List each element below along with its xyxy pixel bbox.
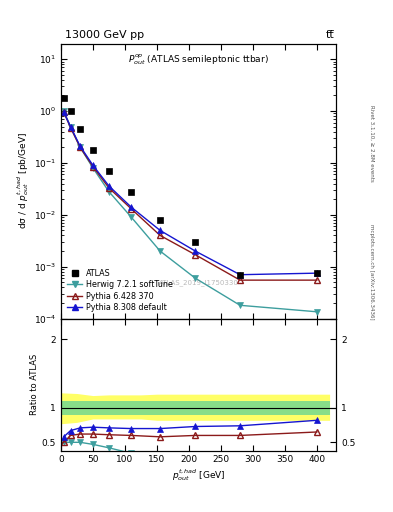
X-axis label: $p_{out}^{t,had}$ [GeV]: $p_{out}^{t,had}$ [GeV]	[172, 467, 225, 483]
Text: 13000 GeV pp: 13000 GeV pp	[65, 30, 144, 40]
Text: $P_{out}^{op}$ (ATLAS semileptonic ttbar): $P_{out}^{op}$ (ATLAS semileptonic ttbar…	[128, 52, 269, 67]
Y-axis label: dσ / d $p_{out}^{t,had}$ [pb/GeV]: dσ / d $p_{out}^{t,had}$ [pb/GeV]	[15, 133, 31, 229]
Text: Rivet 3.1.10, ≥ 2.8M events: Rivet 3.1.10, ≥ 2.8M events	[369, 105, 374, 182]
Legend: ATLAS, Herwig 7.2.1 softTune, Pythia 6.428 370, Pythia 8.308 default: ATLAS, Herwig 7.2.1 softTune, Pythia 6.4…	[65, 266, 175, 314]
Text: ATLAS_2019_I1750330: ATLAS_2019_I1750330	[158, 280, 239, 286]
Text: tt̅: tt̅	[326, 30, 335, 40]
Y-axis label: Ratio to ATLAS: Ratio to ATLAS	[30, 354, 39, 415]
Text: mcplots.cern.ch [arXiv:1306.3436]: mcplots.cern.ch [arXiv:1306.3436]	[369, 224, 374, 319]
